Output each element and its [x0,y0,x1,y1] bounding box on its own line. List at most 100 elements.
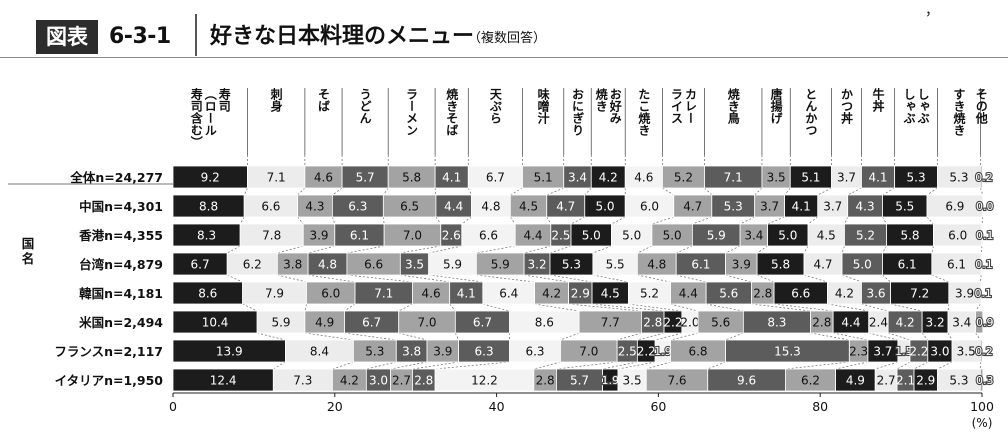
category-label: とんかつ [804,88,818,136]
data-label: 4.1 [457,287,476,301]
data-label: 3.5 [405,258,424,272]
data-label: 6.6 [261,200,280,214]
data-label-outlined: 0.2 [975,171,993,184]
data-label: 4.2 [542,287,561,301]
connector-line [655,332,682,341]
connector-line [975,303,981,312]
connector-line [707,361,726,370]
data-label: 4.5 [817,229,836,243]
data-label: 5.0 [663,229,682,243]
data-label: 6.1 [898,258,917,272]
connector-line [277,274,307,283]
category-label: 味噌汁 [536,87,550,125]
data-label: 5.9 [707,229,726,243]
connector-line [980,245,983,254]
connector-line [827,303,869,312]
x-tick-label: 80 [812,399,828,414]
connector-line [937,361,953,370]
connector-line [725,274,752,283]
connector-line [926,187,938,196]
data-label: 2.3 [849,345,868,359]
connector-line [646,361,671,370]
data-label: 5.0 [778,229,797,243]
data-label: 3.2 [926,316,945,330]
data-label: 5.8 [900,229,919,243]
data-label: 9.2 [201,171,220,185]
data-label: 6.7 [473,316,492,330]
data-label: 6.7 [191,258,210,272]
connector-line [637,274,671,283]
data-label: 3.8 [402,345,421,359]
data-label: 3.4 [568,171,587,185]
category-label: 唐揚げ [769,87,783,125]
connector-line [346,245,385,254]
data-label: 4.3 [856,200,875,214]
data-label-outlined: 0.1 [975,258,993,271]
data-label: 6.3 [525,345,544,359]
connector-line [239,216,245,225]
data-label: 2.5 [618,345,637,359]
connector-line [662,187,674,196]
connector-line [868,332,898,341]
figure-subtitle: （複数回答） [468,31,547,46]
connector-line [841,245,845,254]
connector-line [882,216,887,225]
data-label: 5.3 [949,374,968,388]
connector-line [890,303,923,312]
data-label: 8.3 [197,229,216,243]
corner-mark: ， [925,3,939,19]
connector-line [304,303,307,312]
connector-line [592,303,665,312]
connector-line [467,187,472,196]
data-label: 4.4 [679,287,698,301]
category-label: 天ぷら [488,88,502,124]
data-label: 4.8 [647,258,666,272]
data-label: 8.6 [198,287,217,301]
data-label: 3.5 [767,171,786,185]
data-label: 4.5 [519,200,538,214]
row-label: イタリアn=1,950 [55,373,164,388]
connector-line [434,187,437,196]
data-label: 3.4 [952,316,971,330]
data-label: 3.9 [309,229,328,243]
connector-line [676,274,707,283]
data-label: 2.9 [916,374,935,388]
connector-line [844,216,849,225]
connector-line [841,274,862,283]
connector-line [833,332,869,341]
category-label: その他 [974,88,988,125]
connector-line [332,216,336,225]
connector-line [875,361,898,370]
x-unit-label: (%) [972,416,993,430]
data-label: 2.8 [536,374,555,388]
connector-line [602,361,638,370]
data-label: 2.8 [643,316,662,330]
data-label: 2.8 [414,374,433,388]
connector-line [947,303,950,312]
category-label: しゃぶ [902,88,916,124]
category-label: そば [316,88,330,112]
data-label: 4.5 [601,287,620,301]
bar-segment [979,339,983,363]
connector-line [921,332,929,341]
figure-header: 図表 6-3-1 好きな日本料理のメニュー （複数回答） ， [0,0,1008,58]
data-label: 4.8 [481,200,500,214]
data-label: 6.0 [321,287,340,301]
connector-line [706,303,744,312]
data-label: 7.3 [293,374,312,388]
data-label: 5.3 [562,258,581,272]
connector-line [947,332,953,341]
data-label: 4.3 [305,200,324,214]
bar-segment [975,310,984,334]
data-label: 5.7 [356,171,375,185]
connector-line [549,245,572,254]
connector-line [611,216,626,225]
data-label: 5.8 [402,171,421,185]
data-label: 7.1 [267,171,286,185]
connector-line [888,332,911,341]
data-label: 4.6 [422,287,441,301]
data-label-outlined: 1.9 [602,374,620,387]
bar-segment [980,252,983,276]
connector-line [476,274,535,283]
